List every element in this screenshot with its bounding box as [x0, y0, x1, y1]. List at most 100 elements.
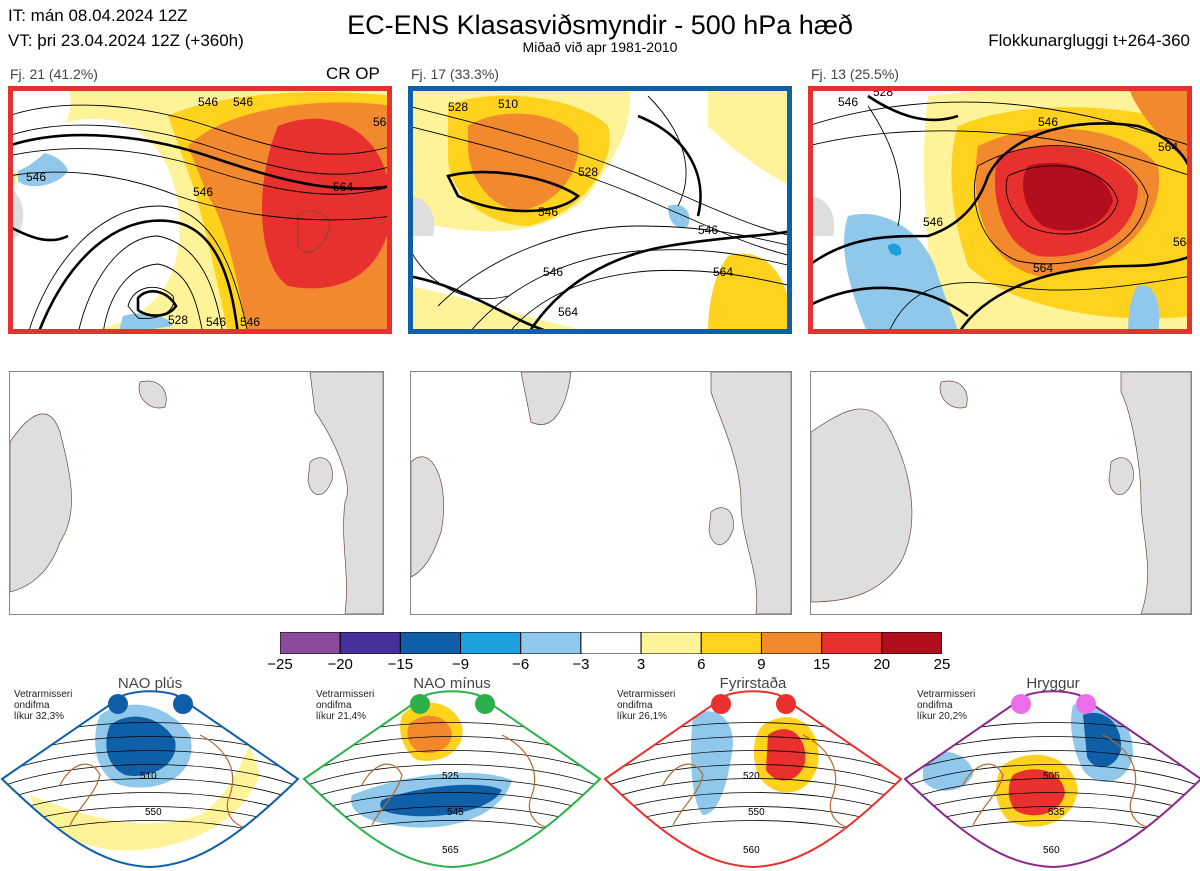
regime-fan-border: [0, 690, 300, 869]
cluster-3-contour-label: 546: [1038, 115, 1058, 129]
cluster-2-contour-label: 510: [498, 97, 518, 111]
regime-indicator-dot: [475, 694, 495, 714]
cluster-1-contour-label: 546: [193, 185, 213, 199]
cluster-3-label: Fj. 13 (25.5%): [811, 66, 899, 82]
anomaly-map-3: [810, 371, 1192, 615]
anomaly-map-1: [9, 371, 384, 615]
regime-indicator-dot: [776, 694, 796, 714]
regime-contour-label: 560: [1043, 845, 1060, 856]
cluster-2-contour-label: 546: [698, 223, 718, 237]
regime-indicator-dot: [1076, 694, 1096, 714]
cluster-3-contour-label: 564: [1173, 235, 1192, 249]
initial-time-label: IT: mán 08.04.2024 12Z: [8, 6, 188, 25]
colorbar-bin: [339, 632, 401, 654]
colorbar-bin: [580, 632, 642, 654]
regime-panel: 510 550 NAO plús Vetrarmisseri ondifma líkur …: [0, 675, 300, 871]
regime-climatology-text: ondifma: [316, 700, 352, 711]
regime-contour-label: 550: [145, 807, 162, 818]
regime-name: Hryggur: [1026, 675, 1080, 692]
regime-climatology-text: ondifma: [617, 700, 653, 711]
regime-contour-label: 520: [743, 771, 760, 782]
cluster-1-tag: CR OP: [326, 64, 380, 83]
regime-indicator-dot: [1011, 694, 1031, 714]
regime-panel: 520 550 560 Fyrirstaða Vetrarmisseri ondifma l…: [603, 675, 903, 871]
regime-climatology-text: líkur 26,1%: [617, 711, 668, 722]
cluster-3-map: 546 546 528 546 564 564 564: [808, 86, 1192, 334]
regime-panel: 505 535 560 Hryggur Vetrarmisseri ondifma líku…: [903, 675, 1200, 871]
anomaly-blob: [923, 751, 973, 791]
cluster-2-label: Fj. 17 (33.3%): [411, 66, 499, 82]
regime-climatology-text: Vetrarmisseri: [14, 689, 73, 700]
regime-indicator-dot: [173, 694, 193, 714]
cluster-1-contour-label: 546: [26, 170, 46, 184]
regime-contour-label: 550: [748, 807, 765, 818]
colorbar-bin: [881, 632, 942, 654]
regime-climatology-text: ondifma: [917, 700, 953, 711]
anomaly-blob: [407, 715, 452, 754]
colorbar-bin: [280, 632, 341, 654]
anomaly-colorbar: [280, 632, 942, 654]
regime-climatology-text: Vetrarmisseri: [617, 689, 676, 700]
cluster-3-contour-label: 564: [1033, 261, 1053, 275]
regime-fan-border: [903, 690, 1200, 869]
cluster-1-contour-label: 564: [373, 115, 392, 129]
regime-contour-label: 525: [442, 771, 459, 782]
colorbar-tick-label: 6: [697, 656, 706, 673]
anomaly-blob: [766, 729, 806, 781]
regime-indicator-dot: [108, 694, 128, 714]
regime-name: NAO plús: [117, 675, 183, 692]
cluster-2-contour-label: 564: [558, 305, 578, 319]
cluster-3-contour-label: 528: [873, 86, 893, 99]
page-subtitle: Miðað við apr 1981-2010: [522, 39, 678, 55]
cluster-1-contour-label: 528: [168, 313, 188, 327]
colorbar-tick-label: 9: [757, 656, 766, 673]
colorbar-tick-label: −6: [512, 656, 530, 673]
cluster-2-map: 528 510 528 546 546 546 564 564: [408, 86, 792, 334]
colorbar-tick-label: −15: [387, 656, 414, 673]
cluster-2-contour-label: 546: [543, 265, 563, 279]
page-title: EC-ENS Klasasviðsmyndir - 500 hPa hæð: [347, 10, 853, 40]
colorbar-bin: [399, 632, 462, 654]
cluster-1-contour-label: 546: [233, 95, 253, 109]
colorbar-bin: [821, 632, 883, 654]
regime-contour-label: 510: [140, 771, 157, 782]
colorbar-bin: [760, 632, 823, 654]
colorbar-tick-label: 15: [813, 656, 830, 673]
regime-contour-label: 565: [442, 845, 459, 856]
regime-contour-label: 560: [743, 845, 760, 856]
anomaly-blob: [106, 716, 176, 776]
cluster-1-contour-label: 546: [240, 315, 260, 329]
regime-contour-label: 545: [447, 807, 464, 818]
regime-climatology-text: Vetrarmisseri: [917, 689, 976, 700]
cluster-3-contour-label: 564: [1158, 140, 1178, 154]
colorbar-tick-label: −20: [327, 656, 353, 673]
classification-window-label: Flokkunargluggi t+264-360: [988, 31, 1190, 50]
colorbar-bin: [640, 632, 702, 654]
colorbar-tick-label: 25: [933, 656, 951, 673]
cluster-2-contour-label: 528: [578, 165, 598, 179]
colorbar-tick-label: −9: [451, 656, 470, 673]
regime-climatology-text: líkur 32,3%: [14, 711, 65, 722]
cluster-1-label: Fj. 21 (41.2%): [10, 66, 98, 82]
colorbar-bin: [460, 632, 522, 654]
regime-climatology-text: líkur 20,2%: [917, 711, 968, 722]
regime-name: NAO mínus: [413, 675, 491, 692]
colorbar-bin: [520, 632, 582, 654]
regime-climatology-text: ondifma: [14, 700, 50, 711]
regime-contour-label: 535: [1048, 807, 1065, 818]
regime-fan-border: [302, 690, 602, 869]
regime-climatology-text: Vetrarmisseri: [316, 689, 375, 700]
cluster-1-contour-label: 546: [198, 95, 218, 109]
cluster-1-contour-label: 546: [206, 315, 226, 329]
cluster-3-contour-label: 546: [923, 215, 943, 229]
colorbar-bin: [700, 632, 762, 654]
anomaly-blob: [1008, 769, 1065, 816]
regime-name: Fyrirstaða: [719, 675, 787, 692]
anomaly-map-2: [410, 371, 792, 615]
colorbar-tick-label: −25: [267, 656, 293, 673]
regime-indicator-dot: [410, 694, 430, 714]
colorbar-tick-label: 20: [873, 656, 891, 673]
cluster-2-contour-label: 564: [713, 265, 733, 279]
cluster-3-contour-label: 546: [838, 95, 858, 109]
regime-panel: 525 545 565 NAO mínus Vetrarmisseri ondifma lí…: [302, 675, 602, 871]
